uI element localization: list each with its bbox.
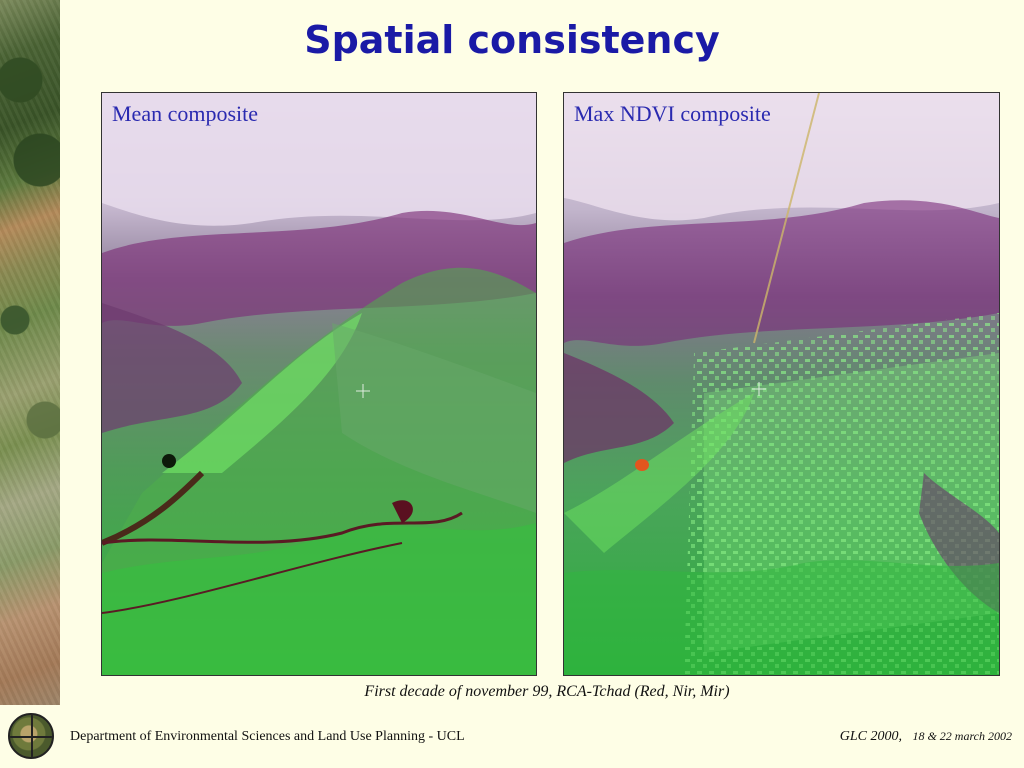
footer-event: GLC 2000, 18 & 22 march 2002 xyxy=(840,729,1012,745)
slide-title: Spatial consistency xyxy=(304,18,720,62)
aerial-photo-strip xyxy=(0,0,60,705)
footer-department: Department of Environmental Sciences and… xyxy=(70,729,465,744)
footer-event-name: GLC 2000, xyxy=(839,729,902,744)
footer-event-dates: 18 & 22 march 2002 xyxy=(912,729,1012,743)
figure-caption: First decade of november 99, RCA-Tchad (… xyxy=(364,683,730,700)
mean-composite-label: Mean composite xyxy=(112,101,259,126)
max-ndvi-composite-label: Max NDVI composite xyxy=(574,101,771,126)
max-ndvi-composite-image: Max NDVI composite xyxy=(563,92,1000,676)
mean-composite-image: Mean composite xyxy=(101,92,537,676)
ucl-logo-icon xyxy=(8,713,54,759)
mean-composite-satellite-map xyxy=(102,93,536,675)
max-ndvi-composite-satellite-map xyxy=(564,93,999,675)
